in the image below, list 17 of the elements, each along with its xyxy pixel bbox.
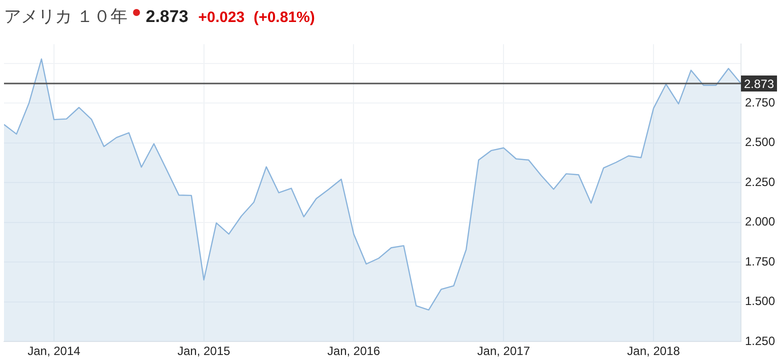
y-tick-label: 2.750 — [744, 95, 776, 110]
x-tick-label: Jan, 2014 — [28, 344, 81, 358]
y-tick-label: 2.250 — [744, 174, 776, 189]
y-tick-label: 1.750 — [744, 254, 776, 268]
ref-line-label: 2.873 — [744, 76, 774, 91]
x-tick-label: Jan, 2017 — [477, 344, 530, 358]
y-tick-label: 1.250 — [744, 334, 776, 348]
text: +0.023 — [198, 8, 245, 26]
x-tick-label: Jan, 2018 — [627, 344, 680, 358]
chart-title: アメリカ １０年 — [4, 6, 128, 28]
x-tick-label: Jan, 2015 — [177, 344, 231, 358]
text: (+0.81%) — [254, 8, 315, 26]
y-tick-label: 2.500 — [744, 135, 776, 150]
x-tick-label: Jan, 2016 — [327, 344, 380, 358]
y-tick-label: 1.500 — [744, 294, 776, 308]
y-tick-label: 2.000 — [744, 214, 776, 229]
chart-subtitle: 2.873 — [146, 6, 188, 26]
